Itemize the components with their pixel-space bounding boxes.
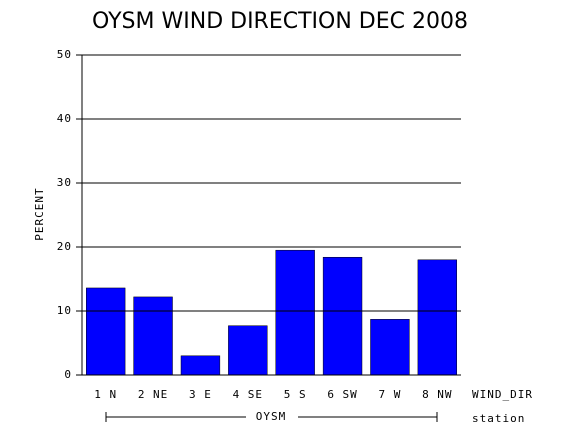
x-tick-label: 4 SE bbox=[233, 388, 264, 401]
y-axis-label: PERCENT bbox=[33, 187, 46, 240]
y-tick-label: 50 bbox=[57, 48, 72, 61]
x-tick-label: 3 E bbox=[189, 388, 212, 401]
y-tick-label: 40 bbox=[57, 112, 72, 125]
x-axis-label: WIND_DIR bbox=[472, 388, 533, 401]
bar bbox=[275, 249, 315, 376]
y-tick-label: 0 bbox=[64, 368, 72, 381]
group-label: OYSM bbox=[256, 410, 287, 423]
x-tick-label: 1 N bbox=[94, 388, 117, 401]
x-tick-label: 6 SW bbox=[327, 388, 358, 401]
x-tick-label: 7 W bbox=[379, 388, 402, 401]
bar bbox=[133, 296, 173, 376]
y-tick-label: 20 bbox=[57, 240, 72, 253]
x-tick-label: 2 NE bbox=[138, 388, 169, 401]
bar bbox=[228, 325, 268, 376]
y-tick-label: 10 bbox=[57, 304, 72, 317]
chart-title: OYSM WIND DIRECTION DEC 2008 bbox=[92, 9, 468, 34]
x-tick-label: 5 S bbox=[284, 388, 307, 401]
bar bbox=[180, 355, 221, 376]
bar bbox=[322, 256, 363, 376]
y-tick-label: 30 bbox=[57, 176, 72, 189]
bar bbox=[370, 319, 410, 376]
group-axis-label: station bbox=[472, 412, 525, 425]
bar bbox=[86, 287, 126, 376]
x-tick-label: 8 NW bbox=[422, 388, 453, 401]
bar bbox=[417, 259, 457, 376]
